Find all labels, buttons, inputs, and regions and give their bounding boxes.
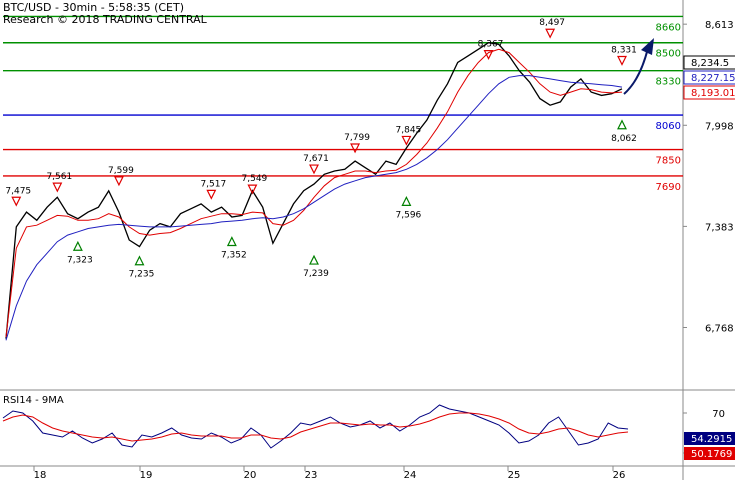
forecast-arrowhead	[641, 38, 654, 55]
high-label: 7,475	[5, 186, 31, 196]
high-marker	[52, 182, 63, 193]
rsi-value-box	[684, 447, 735, 460]
high-label: 7,517	[200, 179, 226, 189]
low-label: 7,235	[129, 270, 155, 280]
high-label: 8,367	[478, 40, 504, 50]
high-label: 8,331	[611, 46, 637, 56]
level-label: 8660	[656, 22, 681, 33]
x-tick-label: 25	[508, 470, 521, 480]
level-label: 8500	[656, 49, 681, 60]
low-label: 7,352	[221, 250, 247, 260]
high-label: 7,549	[242, 174, 268, 184]
forecast-arrow	[623, 47, 649, 95]
current-value-label: 8,227.15	[691, 73, 735, 84]
x-tick-label: 24	[404, 470, 417, 480]
level-label: 7850	[656, 156, 681, 167]
x-tick-label: 19	[140, 470, 153, 480]
low-label: 8,062	[611, 134, 637, 144]
low-marker	[401, 196, 412, 206]
high-label: 7,599	[108, 166, 134, 176]
x-tick-label: 23	[305, 470, 318, 480]
y-tick-label: 8,613	[705, 20, 734, 31]
high-label: 7,671	[303, 154, 329, 164]
current-value-label: 8,193.01	[691, 88, 735, 99]
low-marker	[72, 240, 83, 251]
rsi-value-label: 54.2915	[691, 434, 732, 445]
series-price	[5, 42, 623, 339]
low-marker	[617, 119, 627, 130]
rsi-series-rsi	[2, 404, 629, 449]
low-label: 7,239	[303, 269, 329, 279]
high-marker	[401, 135, 412, 146]
low-label: 7,323	[67, 255, 93, 265]
high-marker	[309, 164, 319, 175]
high-marker	[247, 184, 258, 195]
level-label: 8330	[656, 77, 681, 88]
level-label: 8060	[656, 121, 681, 132]
high-marker	[483, 50, 494, 60]
high-label: 8,497	[539, 18, 565, 28]
low-marker	[226, 236, 237, 247]
y-tick-label: 7,383	[705, 222, 734, 233]
research-credit: Research © 2018 TRADING CENTRAL	[3, 13, 207, 26]
level-label: 7690	[656, 182, 681, 193]
current-value-box	[683, 85, 735, 100]
high-marker	[11, 196, 22, 207]
low-label: 7,596	[396, 210, 422, 220]
y-tick-label: 7,998	[705, 121, 734, 132]
x-tick-label: 20	[244, 470, 257, 480]
high-marker	[545, 28, 556, 39]
current-value-label: 8,234.5	[691, 58, 729, 69]
low-marker	[134, 255, 145, 266]
x-tick-label: 26	[613, 470, 626, 480]
chart-title: BTC/USD - 30min - 5:58:35 (CET)	[3, 1, 185, 14]
high-label: 7,845	[396, 125, 422, 135]
low-marker	[309, 254, 319, 265]
high-marker	[617, 55, 627, 66]
high-marker	[113, 176, 124, 187]
high-marker	[206, 189, 217, 200]
series-slow-ma	[5, 75, 623, 341]
rsi-value-box	[684, 432, 735, 445]
y-tick-label: 6,768	[705, 323, 734, 334]
high-label: 7,799	[344, 133, 370, 143]
x-tick-label: 18	[34, 470, 47, 480]
current-value-box	[683, 55, 735, 70]
current-value-box	[683, 70, 735, 85]
rsi-title: RSI14 - 9MA	[3, 395, 64, 406]
rsi-value-label: 50.1769	[691, 449, 732, 460]
rsi-series-ma	[2, 412, 629, 442]
high-marker	[350, 143, 361, 154]
high-label: 7,561	[46, 172, 72, 182]
series-fast-ma	[5, 48, 623, 338]
rsi-y-tick-label: 70	[712, 409, 725, 420]
